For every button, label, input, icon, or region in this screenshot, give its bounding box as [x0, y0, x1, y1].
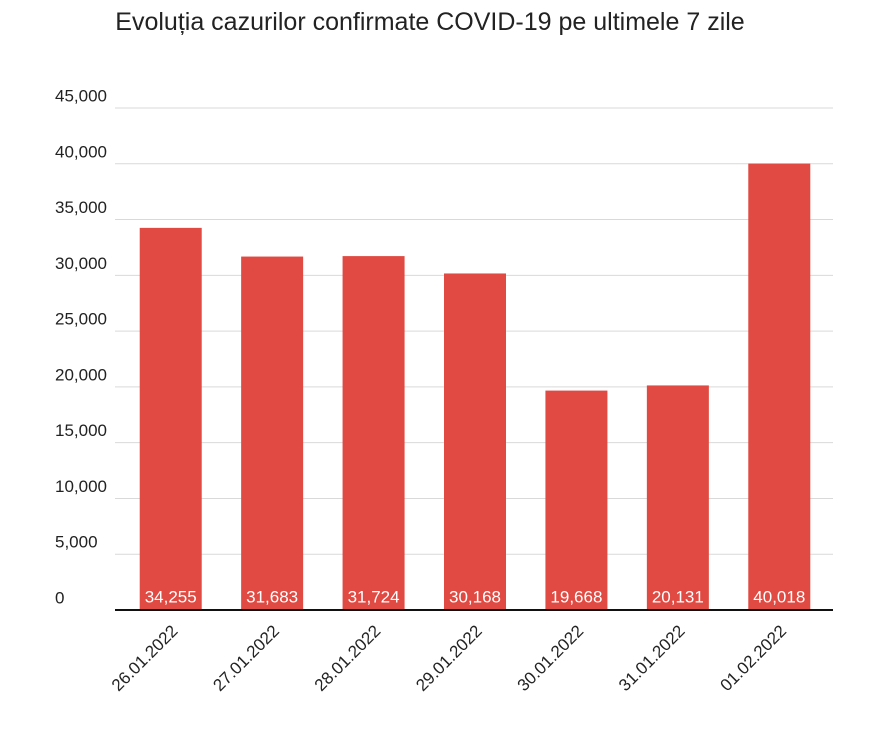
chart-title: Evoluția cazurilor confirmate COVID-19 p…	[115, 8, 744, 36]
y-tick-label: 35,000	[55, 198, 107, 217]
y-tick-label: 45,000	[55, 86, 107, 105]
x-tick-label: 27.01.2022	[209, 621, 283, 695]
value-label: 31,724	[348, 587, 400, 606]
y-tick-label: 20,000	[55, 365, 107, 384]
value-label: 20,131	[652, 587, 704, 606]
value-label: 19,668	[550, 587, 602, 606]
value-label: 30,168	[449, 587, 501, 606]
y-tick-label: 5,000	[55, 533, 98, 552]
bar	[646, 385, 709, 610]
value-label: 31,683	[246, 587, 298, 606]
x-tick-label: 01.02.2022	[717, 621, 791, 695]
x-tick-label: 29.01.2022	[412, 621, 486, 695]
bar	[748, 163, 811, 611]
bar	[545, 390, 608, 610]
bar	[444, 273, 506, 610]
y-tick-label: 15,000	[55, 421, 107, 440]
y-tick-label: 10,000	[55, 477, 107, 496]
x-tick-label: 26.01.2022	[108, 621, 182, 695]
x-tick-label: 30.01.2022	[514, 621, 588, 695]
bar	[342, 256, 405, 610]
bar	[139, 227, 202, 610]
x-tick-label: 31.01.2022	[615, 621, 689, 695]
y-tick-label: 25,000	[55, 310, 107, 329]
y-tick-label: 30,000	[55, 254, 107, 273]
bar	[241, 256, 304, 610]
y-tick-label: 40,000	[55, 142, 107, 161]
value-label: 34,255	[145, 587, 197, 606]
x-tick-label: 28.01.2022	[311, 621, 385, 695]
value-label: 40,018	[753, 587, 805, 606]
y-tick-label: 0	[55, 588, 64, 607]
